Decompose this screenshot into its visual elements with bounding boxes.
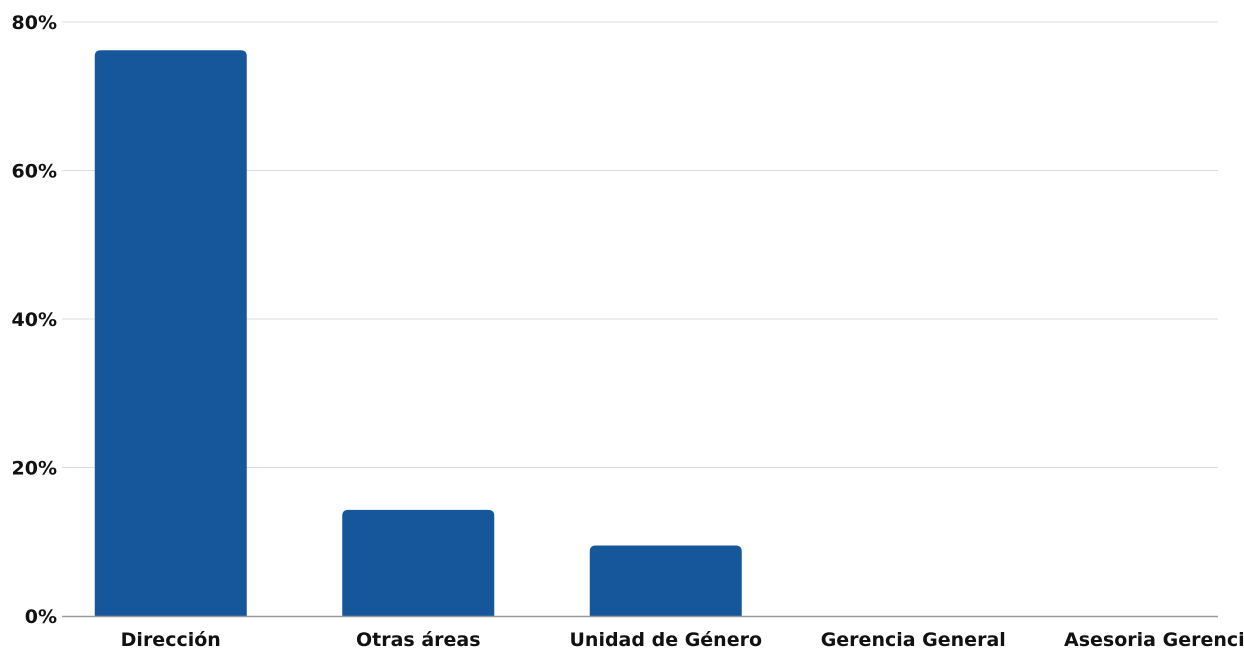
y-tick-labels: 0% 20% 40% 60% 80%	[12, 12, 57, 628]
y-tick-label: 80%	[12, 12, 57, 34]
x-tick-label: Unidad de Género	[569, 629, 762, 650]
x-tick-label: Otras áreas	[356, 629, 481, 650]
y-tick-label: 40%	[12, 309, 57, 331]
y-tick-label: 60%	[12, 161, 57, 183]
x-tick-label: Asesoria Gerencia	[1064, 629, 1244, 650]
bar	[342, 509, 495, 616]
x-tick-label: Gerencia General	[821, 629, 1006, 650]
bars	[94, 50, 742, 616]
bar	[589, 545, 742, 616]
x-tick-labels: Dirección Otras áreas Unidad de Género Gere…	[121, 629, 1244, 650]
bar	[94, 50, 247, 616]
y-tick-label: 20%	[12, 458, 57, 480]
grid-lines	[62, 21, 1218, 468]
x-tick-label: Dirección	[121, 629, 221, 650]
y-tick-label: 0%	[25, 606, 57, 628]
